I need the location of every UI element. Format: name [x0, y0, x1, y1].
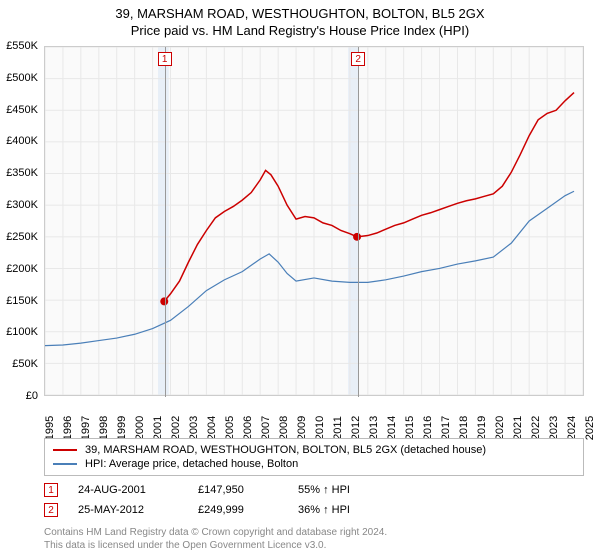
x-tick-label: 2002 — [170, 416, 182, 440]
sale-price: £147,950 — [198, 484, 278, 496]
x-tick-label: 1996 — [62, 416, 74, 440]
footer-line-2: This data is licensed under the Open Gov… — [44, 539, 584, 552]
x-tick-label: 1999 — [116, 416, 128, 440]
legend-item: HPI: Average price, detached house, Bolt… — [53, 457, 575, 471]
sale-marker: 1 — [44, 483, 58, 497]
x-tick-label: 2019 — [476, 416, 488, 440]
x-tick-label: 2025 — [584, 416, 596, 440]
chart-container: 39, MARSHAM ROAD, WESTHOUGHTON, BOLTON, … — [0, 0, 600, 560]
x-tick-label: 2003 — [188, 416, 200, 440]
y-tick-label: £200K — [6, 263, 38, 275]
legend-swatch — [53, 449, 77, 451]
x-tick-label: 2012 — [350, 416, 362, 440]
sale-marker: 2 — [44, 503, 58, 517]
sale-table: 1 24-AUG-2001 £147,950 55% ↑ HPI 2 25-MAY-201… — [44, 480, 584, 520]
legend-label: HPI: Average price, detached house, Bolt… — [85, 458, 298, 470]
x-tick-label: 1995 — [44, 416, 56, 440]
y-tick-label: £550K — [6, 40, 38, 52]
footer-line-1: Contains HM Land Registry data © Crown c… — [44, 526, 584, 539]
x-tick-label: 2004 — [206, 416, 218, 440]
sale-row: 2 25-MAY-2012 £249,999 36% ↑ HPI — [44, 500, 584, 520]
sale-price: £249,999 — [198, 504, 278, 516]
y-axis-labels: £0£50K£100K£150K£200K£250K£300K£350K£400… — [0, 46, 42, 396]
legend-item: 39, MARSHAM ROAD, WESTHOUGHTON, BOLTON, … — [53, 443, 575, 457]
x-tick-label: 1998 — [98, 416, 110, 440]
y-tick-label: £150K — [6, 295, 38, 307]
x-tick-label: 2016 — [422, 416, 434, 440]
x-axis-labels: 1995 1996 1997 1998 1999 2000 2001 2002 2003 2004… — [44, 398, 584, 438]
title-subtitle: Price paid vs. HM Land Registry's House … — [0, 23, 600, 38]
x-tick-label: 2009 — [296, 416, 308, 440]
y-tick-label: £400K — [6, 135, 38, 147]
y-tick-label: £50K — [12, 358, 38, 370]
x-tick-label: 2022 — [530, 416, 542, 440]
x-tick-label: 2000 — [134, 416, 146, 440]
x-tick-label: 2006 — [242, 416, 254, 440]
y-tick-label: £350K — [6, 167, 38, 179]
x-tick-label: 2005 — [224, 416, 236, 440]
x-tick-label: 2017 — [440, 416, 452, 440]
sale-delta: 36% ↑ HPI — [298, 504, 350, 516]
marker-box: 2 — [351, 52, 365, 66]
legend-swatch — [53, 463, 77, 465]
x-tick-label: 2011 — [332, 416, 344, 440]
x-tick-label: 2021 — [512, 416, 524, 440]
legend: 39, MARSHAM ROAD, WESTHOUGHTON, BOLTON, … — [44, 438, 584, 476]
x-tick-label: 2001 — [152, 416, 164, 440]
legend-label: 39, MARSHAM ROAD, WESTHOUGHTON, BOLTON, … — [85, 444, 486, 456]
sale-row: 1 24-AUG-2001 £147,950 55% ↑ HPI — [44, 480, 584, 500]
y-tick-label: £250K — [6, 231, 38, 243]
x-tick-label: 2023 — [548, 416, 560, 440]
x-tick-label: 2014 — [386, 416, 398, 440]
title-block: 39, MARSHAM ROAD, WESTHOUGHTON, BOLTON, … — [0, 0, 600, 40]
x-tick-label: 2013 — [368, 416, 380, 440]
sale-date: 25-MAY-2012 — [78, 504, 178, 516]
y-tick-label: £100K — [6, 326, 38, 338]
marker-dropline — [165, 47, 166, 397]
plot-area: 12 — [44, 46, 584, 396]
x-tick-label: 2024 — [566, 416, 578, 440]
footer-attribution: Contains HM Land Registry data © Crown c… — [44, 526, 584, 552]
sale-date: 24-AUG-2001 — [78, 484, 178, 496]
x-tick-label: 1997 — [80, 416, 92, 440]
y-tick-label: £300K — [6, 199, 38, 211]
marker-box: 1 — [158, 52, 172, 66]
plot-svg — [45, 47, 583, 395]
marker-dropline — [358, 47, 359, 397]
y-tick-label: £500K — [6, 72, 38, 84]
y-tick-label: £450K — [6, 104, 38, 116]
x-tick-label: 2018 — [458, 416, 470, 440]
title-address: 39, MARSHAM ROAD, WESTHOUGHTON, BOLTON, … — [0, 6, 600, 21]
x-tick-label: 2015 — [404, 416, 416, 440]
x-tick-label: 2007 — [260, 416, 272, 440]
x-tick-label: 2010 — [314, 416, 326, 440]
y-tick-label: £0 — [26, 390, 38, 402]
x-tick-label: 2020 — [494, 416, 506, 440]
sale-delta: 55% ↑ HPI — [298, 484, 350, 496]
x-tick-label: 2008 — [278, 416, 290, 440]
